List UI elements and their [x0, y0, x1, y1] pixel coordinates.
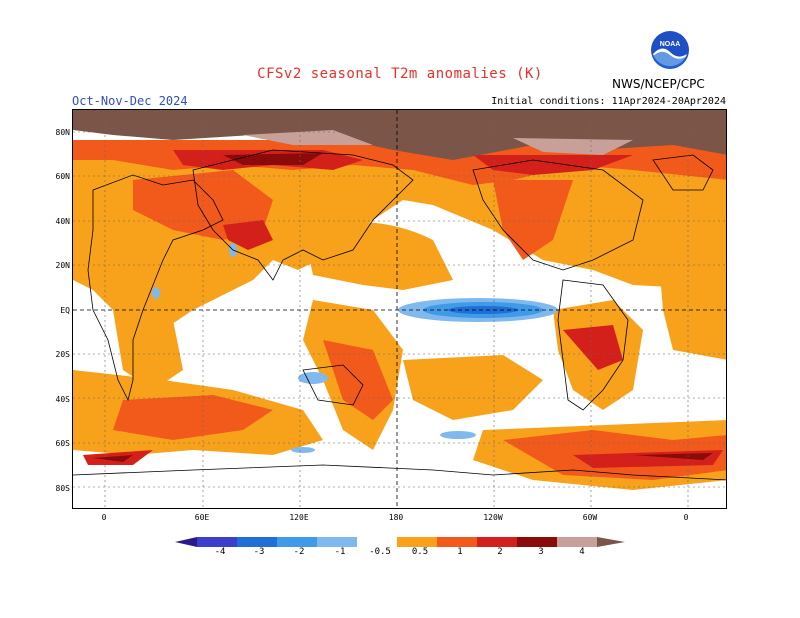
equator-dateline [73, 110, 726, 508]
org-label: NWS/NCEP/CPC [612, 77, 705, 91]
colorbar-segment [397, 537, 437, 547]
lon-label: 60E [194, 513, 210, 522]
lon-label: 180 [388, 513, 404, 522]
colorbar-label: 4 [579, 547, 585, 557]
colorbar-label: -1 [334, 547, 346, 557]
coastlines [73, 149, 726, 481]
lon-label: 60W [582, 513, 598, 522]
lon-label: 120E [289, 513, 309, 522]
colorbar-segment [597, 537, 625, 547]
colorbar-label: 3 [538, 547, 544, 557]
lat-label: 80S [55, 484, 70, 493]
colorbar-segment [277, 537, 317, 547]
lat-label: 60S [55, 439, 70, 448]
lat-label: 60N [55, 172, 70, 181]
colorbar-segment [175, 537, 197, 547]
lat-label: 40S [55, 395, 70, 404]
lat-label: 80N [55, 128, 70, 137]
lat-label: EQ [60, 306, 70, 315]
anomaly-pink [243, 130, 633, 155]
colorbar-segment [357, 537, 397, 547]
colorbar-segment [557, 537, 597, 547]
svg-text:NOAA: NOAA [660, 41, 681, 48]
lon-label: 0 [101, 513, 107, 522]
colorbar-label: -3 [253, 547, 265, 557]
season-label: Oct-Nov-Dec 2024 [72, 94, 188, 108]
map-svg [73, 110, 726, 508]
colorbar-segment [237, 537, 277, 547]
colorbar-label: 0.5 [411, 547, 429, 557]
colorbar-label: -4 [214, 547, 226, 557]
anomaly-polar-warm [73, 110, 726, 160]
colorbar-segment [477, 537, 517, 547]
lat-label: 40N [55, 217, 70, 226]
lat-label: 20N [55, 261, 70, 270]
colorbar-segment [197, 537, 237, 547]
colorbar-label: 2 [497, 547, 503, 557]
lon-label: 120W [483, 513, 503, 522]
lat-label: 20S [55, 350, 70, 359]
colorbar-label: -2 [293, 547, 305, 557]
map-title: CFSv2 seasonal T2m anomalies (K) [257, 66, 543, 82]
initial-conditions-label: Initial conditions: 11Apr2024-20Apr2024 [491, 96, 726, 107]
colorbar-label: -0.5 [369, 547, 391, 557]
colorbar-segment [517, 537, 557, 547]
colorbar-segment [437, 537, 477, 547]
colorbar [175, 537, 625, 547]
anomaly-map [72, 109, 727, 509]
colorbar-segment [317, 537, 357, 547]
noaa-logo: NOAA [651, 31, 689, 69]
colorbar-label: 1 [457, 547, 463, 557]
lon-label: 0 [683, 513, 689, 522]
graticule [73, 110, 726, 508]
